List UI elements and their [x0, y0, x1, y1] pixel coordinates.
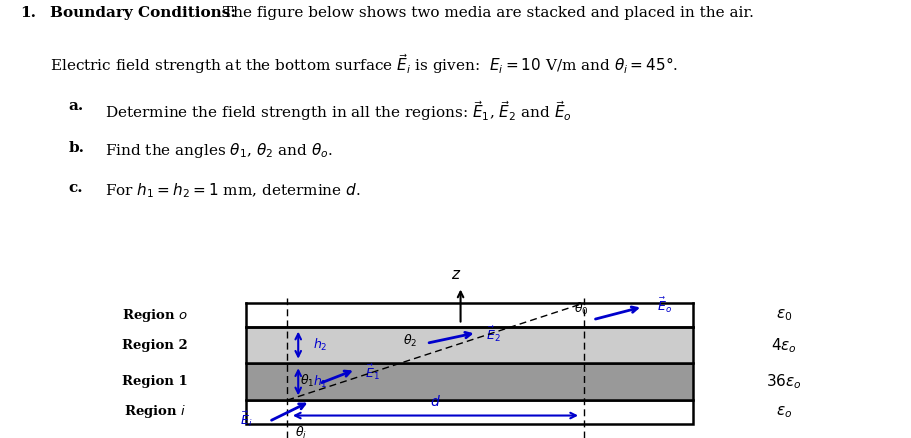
Text: $\theta_0$: $\theta_0$	[573, 301, 588, 318]
Text: c.: c.	[68, 181, 83, 195]
Text: Determine the field strength in all the regions: $\vec{E}_1$, $\vec{E}_2$ and $\: Determine the field strength in all the …	[105, 99, 571, 123]
Text: Region $o$: Region $o$	[122, 307, 188, 324]
Text: For $h_1 = h_2 = 1$ mm, determine $d$.: For $h_1 = h_2 = 1$ mm, determine $d$.	[105, 181, 360, 200]
Text: $\vec{E}_2$: $\vec{E}_2$	[485, 324, 500, 343]
Text: $z$: $z$	[450, 268, 461, 282]
Text: $h_1$: $h_1$	[312, 374, 327, 390]
Text: $\vec{E}_1$: $\vec{E}_1$	[364, 362, 379, 381]
Text: $4\varepsilon_o$: $4\varepsilon_o$	[771, 336, 796, 354]
Text: $\vec{E}_i$: $\vec{E}_i$	[240, 410, 252, 429]
Text: a.: a.	[68, 99, 84, 113]
Bar	[246, 327, 692, 364]
Bar	[246, 364, 692, 400]
Text: Region 2: Region 2	[122, 339, 188, 352]
Text: Region $i$: Region $i$	[124, 403, 186, 420]
Text: $\varepsilon_0$: $\varepsilon_0$	[775, 307, 792, 323]
Text: b.: b.	[68, 141, 85, 155]
Bar	[246, 400, 692, 424]
Text: $\theta_i$: $\theta_i$	[294, 425, 306, 438]
Text: Region 1: Region 1	[122, 375, 188, 389]
Text: 1.: 1.	[20, 6, 36, 20]
Text: $36\varepsilon_o$: $36\varepsilon_o$	[765, 372, 802, 391]
Text: $\vec{E}_o$: $\vec{E}_o$	[656, 296, 670, 315]
Text: Find the angles $\theta_1$, $\theta_2$ and $\theta_o$.: Find the angles $\theta_1$, $\theta_2$ a…	[105, 141, 333, 160]
Text: Electric field strength at the bottom surface $\vec{E}_i$ is given:  $E_i = 10$ : Electric field strength at the bottom su…	[50, 53, 678, 76]
Text: $\varepsilon_o$: $\varepsilon_o$	[775, 404, 792, 420]
Text: Boundary Conditions:: Boundary Conditions:	[50, 6, 236, 20]
Text: $\theta_2$: $\theta_2$	[403, 333, 417, 349]
Text: $h_2$: $h_2$	[312, 337, 327, 353]
Text: $d$: $d$	[430, 394, 440, 409]
Text: $\theta_1$: $\theta_1$	[300, 373, 314, 389]
Text: The figure below shows two media are stacked and placed in the air.: The figure below shows two media are sta…	[223, 6, 753, 20]
